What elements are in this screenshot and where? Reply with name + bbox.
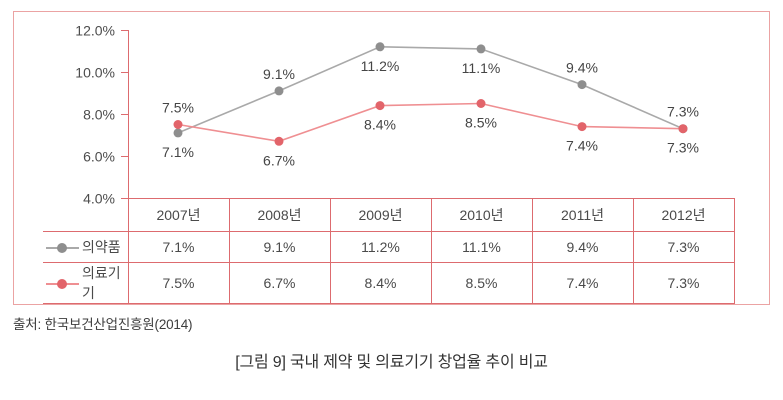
value-cell: 9.4% [531, 231, 634, 263]
value-cell: 6.7% [228, 262, 331, 304]
series-legend-cell: 의약품 [43, 231, 129, 263]
year-header-cell: 2011년 [531, 198, 634, 232]
value-cell: 11.2% [329, 231, 432, 263]
table-row: 의약품 7.1% 9.1% 11.2% 11.1% 9.4% 7.3% [43, 231, 735, 263]
year-header-cell: 2007년 [127, 198, 230, 232]
year-header-cell: 2009년 [329, 198, 432, 232]
table-row: 의료기기 7.5% 6.7% 8.4% 8.5% 7.4% 7.3% [43, 262, 735, 304]
table-head: 2007년 2008년 2009년 2010년 2011년 2012년 [43, 198, 735, 232]
series-name-label: 의약품 [82, 239, 121, 255]
series-marker-icon [46, 242, 79, 253]
table-body: 의약품 7.1% 9.1% 11.2% 11.1% 9.4% 7.3% 의료기기 7.5% 6.7… [43, 231, 735, 304]
year-header-cell: 2008년 [228, 198, 331, 232]
value-cell: 7.3% [632, 231, 735, 263]
value-cell: 7.5% [127, 262, 230, 304]
source-text: 출처: 한국보건산업진흥원(2014) [13, 317, 193, 332]
legend-header-empty-cell [43, 199, 128, 232]
table-header-row: 2007년 2008년 2009년 2010년 2011년 2012년 [43, 198, 735, 232]
year-header-cell: 2012년 [632, 198, 735, 232]
figure-caption: [그림 9] 국내 제약 및 의료기기 창업율 추이 비교 [235, 354, 548, 371]
series-legend-cell: 의료기기 [43, 262, 129, 304]
value-cell: 8.5% [430, 262, 533, 304]
value-cell: 7.1% [127, 231, 230, 263]
value-cell: 7.3% [632, 262, 735, 304]
value-cell: 7.4% [531, 262, 634, 304]
year-header-cell: 2010년 [430, 198, 533, 232]
series-marker-icon [46, 278, 79, 289]
value-cell: 11.1% [430, 231, 533, 263]
value-cell: 9.1% [228, 231, 331, 263]
value-cell: 8.4% [329, 262, 432, 304]
series-name-label: 의료기기 [82, 265, 121, 301]
chart-data-table: 2007년 2008년 2009년 2010년 2011년 2012년 의약품 7.1% 9.… [43, 198, 735, 304]
